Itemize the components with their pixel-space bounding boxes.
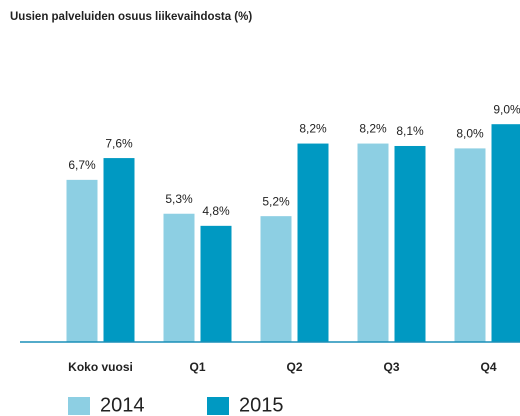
legend-swatch [207, 397, 229, 415]
bar [260, 216, 292, 342]
value-label: 8,2% [359, 122, 387, 136]
value-label: 4,8% [202, 204, 230, 218]
x-tick-label: Q4 [480, 360, 496, 374]
x-tick-label: Q3 [383, 360, 399, 374]
bar [163, 213, 195, 342]
legend-swatch [68, 397, 90, 415]
legend-label: 2014 [100, 394, 145, 416]
value-label: 8,1% [396, 124, 424, 138]
bar [297, 143, 329, 342]
bar [66, 179, 98, 342]
bar [357, 143, 389, 342]
x-tick-label: Q2 [286, 360, 302, 374]
bar [200, 225, 232, 342]
value-label: 7,6% [105, 136, 133, 150]
x-tick-label: Q1 [189, 360, 205, 374]
bar [103, 158, 135, 342]
value-label: 6,7% [68, 158, 96, 172]
chart-title: Uusien palveluiden osuus liikevaihdosta … [10, 11, 252, 23]
value-label: 5,3% [165, 192, 193, 206]
value-label: 9,0% [493, 102, 520, 116]
bar [491, 124, 520, 342]
bar [454, 148, 486, 342]
x-tick-label: Koko vuosi [68, 360, 133, 374]
value-label: 5,2% [262, 194, 290, 208]
legend-label: 2015 [239, 394, 284, 416]
bar [394, 145, 426, 342]
value-label: 8,2% [299, 122, 327, 136]
value-label: 8,0% [456, 127, 484, 141]
